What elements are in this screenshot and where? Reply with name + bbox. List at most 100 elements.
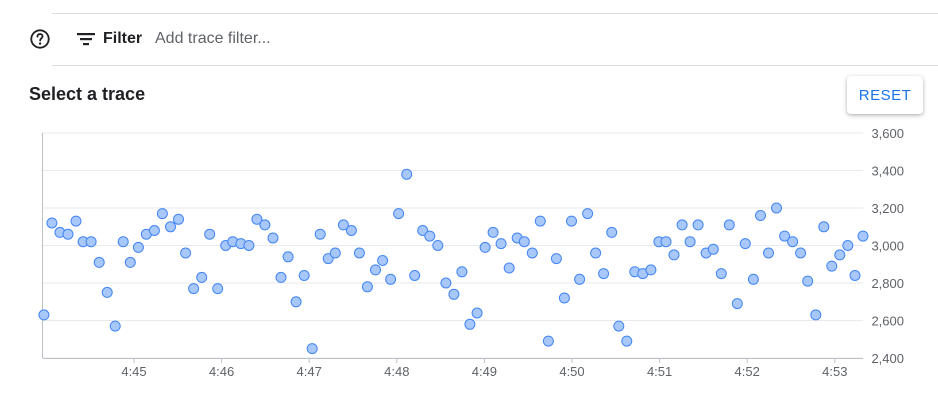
trace-point[interactable]	[692, 219, 704, 231]
trace-point[interactable]	[361, 281, 373, 293]
trace-point[interactable]	[165, 221, 176, 233]
help-circle-icon[interactable]	[29, 28, 51, 50]
trace-point[interactable]	[810, 309, 822, 321]
trace-point[interactable]	[574, 273, 586, 285]
trace-point[interactable]	[464, 318, 476, 330]
trace-point[interactable]	[471, 307, 483, 319]
trace-filter-input[interactable]	[155, 26, 755, 52]
trace-point[interactable]	[448, 288, 460, 300]
trace-point[interactable]	[834, 249, 846, 261]
trace-point[interactable]	[70, 215, 82, 227]
trace-point[interactable]	[747, 273, 759, 285]
trace-point[interactable]	[259, 219, 271, 231]
trace-point[interactable]	[526, 247, 538, 259]
trace-point[interactable]	[456, 266, 468, 278]
trace-point[interactable]	[731, 298, 743, 310]
trace-point[interactable]	[93, 256, 105, 268]
trace-point[interactable]	[156, 208, 168, 220]
trace-point[interactable]	[684, 236, 696, 248]
trace-point[interactable]	[542, 335, 554, 347]
trace-point[interactable]	[826, 260, 838, 272]
trace-point[interactable]	[417, 225, 429, 236]
filter-button[interactable]: Filter	[77, 28, 142, 50]
trace-point[interactable]	[345, 225, 357, 236]
trace-point[interactable]	[173, 213, 184, 225]
trace-point[interactable]	[534, 215, 546, 227]
trace-point[interactable]	[715, 268, 727, 280]
trace-point[interactable]	[487, 226, 499, 238]
trace-point[interactable]	[590, 247, 602, 259]
trace-point[interactable]	[668, 249, 680, 261]
trace-point[interactable]	[479, 241, 491, 253]
trace-point[interactable]	[857, 230, 869, 242]
trace-point[interactable]	[290, 296, 302, 308]
trace-point[interactable]	[46, 217, 58, 229]
trace-point[interactable]	[109, 320, 121, 332]
trace-point[interactable]	[148, 225, 160, 236]
trace-point[interactable]	[401, 168, 413, 180]
trace-point[interactable]	[849, 270, 861, 281]
trace-point[interactable]	[243, 240, 255, 251]
trace-point[interactable]	[204, 228, 216, 240]
trace-point[interactable]	[282, 251, 294, 263]
trace-point[interactable]	[212, 283, 224, 295]
trace-point[interactable]	[180, 247, 192, 259]
trace-point[interactable]	[124, 256, 136, 268]
trace-point[interactable]	[613, 320, 625, 332]
trace-point[interactable]	[424, 230, 436, 242]
trace-point[interactable]	[842, 240, 854, 251]
trace-point[interactable]	[132, 241, 144, 253]
trace-point[interactable]	[267, 232, 279, 244]
trace-point[interactable]	[503, 262, 515, 274]
trace-point[interactable]	[550, 253, 562, 265]
x-tick-label: 4:47	[297, 364, 322, 379]
trace-point[interactable]	[621, 335, 633, 347]
trace-point[interactable]	[306, 343, 318, 355]
trace-point[interactable]	[322, 253, 334, 265]
trace-point[interactable]	[377, 255, 389, 266]
trace-point[interactable]	[101, 286, 113, 298]
trace-point[interactable]	[566, 215, 577, 227]
trace-point[interactable]	[558, 292, 570, 304]
trace-point[interactable]	[707, 243, 719, 255]
trace-point[interactable]	[739, 238, 751, 250]
trace-point[interactable]	[495, 238, 507, 250]
trace-point[interactable]	[818, 221, 830, 233]
trace-point[interactable]	[432, 240, 444, 251]
trace-point[interactable]	[38, 309, 50, 321]
trace-point[interactable]	[196, 271, 208, 283]
trace-point[interactable]	[723, 219, 735, 231]
trace-point[interactable]	[771, 202, 782, 214]
trace-point[interactable]	[329, 247, 341, 259]
trace-point[interactable]	[763, 247, 774, 259]
trace-point[interactable]	[795, 247, 807, 259]
trace-point[interactable]	[370, 264, 381, 276]
trace-point[interactable]	[337, 219, 349, 231]
trace-point[interactable]	[117, 236, 129, 248]
trace-point[interactable]	[606, 226, 618, 238]
trace-point[interactable]	[755, 210, 766, 221]
trace-point[interactable]	[518, 236, 530, 248]
trace-point[interactable]	[660, 236, 672, 248]
trace-point[interactable]	[802, 275, 814, 287]
trace-point[interactable]	[779, 230, 791, 242]
trace-point[interactable]	[251, 213, 263, 225]
trace-point[interactable]	[440, 277, 452, 289]
trace-point[interactable]	[275, 271, 287, 283]
trace-point[interactable]	[85, 236, 97, 248]
trace-point[interactable]	[62, 228, 74, 240]
trace-point[interactable]	[314, 228, 326, 240]
trace-point[interactable]	[353, 247, 365, 259]
trace-point[interactable]	[409, 270, 421, 281]
trace-point[interactable]	[787, 236, 799, 248]
trace-point[interactable]	[385, 273, 397, 285]
trace-point[interactable]	[598, 268, 610, 280]
trace-point[interactable]	[645, 264, 657, 276]
trace-point[interactable]	[676, 219, 688, 231]
chart-points[interactable]	[38, 168, 869, 355]
trace-point[interactable]	[298, 270, 310, 281]
reset-button[interactable]: RESET	[847, 76, 923, 114]
trace-point[interactable]	[188, 283, 200, 295]
trace-point[interactable]	[582, 208, 594, 220]
trace-point[interactable]	[393, 208, 405, 220]
